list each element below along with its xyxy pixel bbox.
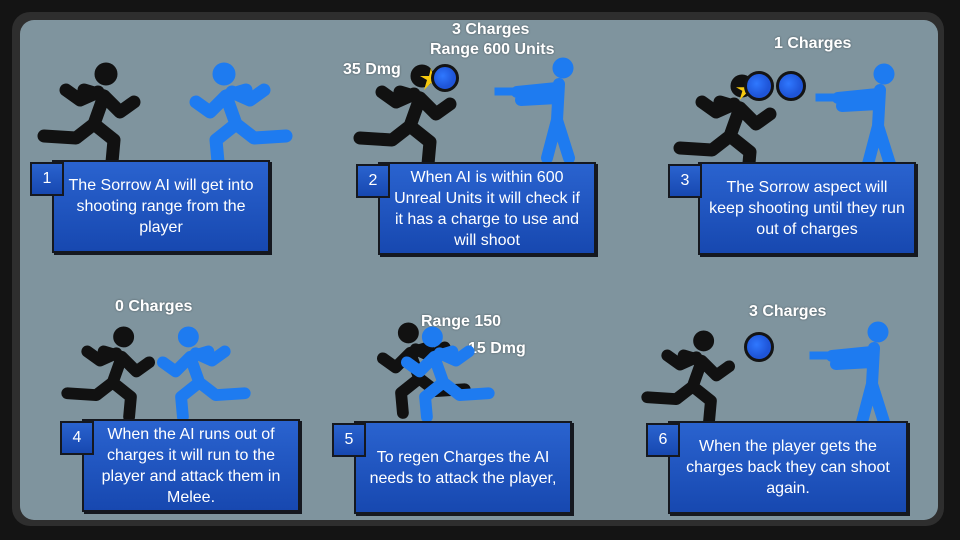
step-5-text: To regen Charges the AI needs to attack … bbox=[369, 448, 557, 487]
step-3-number-label: 3 bbox=[680, 172, 690, 189]
charge-orb-3 bbox=[776, 71, 806, 101]
step-4-box: When the AI runs out of charges it will … bbox=[82, 419, 300, 512]
step-6-box: When the player gets the charges back th… bbox=[668, 421, 908, 514]
step-2-text: When AI is within 600 Unreal Units it wi… bbox=[394, 168, 580, 249]
p2-charges-label: 3 Charges bbox=[452, 21, 530, 38]
p4-charges-label: 0 Charges bbox=[115, 298, 193, 315]
p3-charges-label: 1 Charges bbox=[774, 35, 852, 52]
step-2-box: When AI is within 600 Unreal Units it wi… bbox=[378, 162, 596, 255]
ai-figure-shooting-3 bbox=[812, 322, 912, 422]
step-5-number: 5 bbox=[332, 423, 366, 457]
ai-figure-running bbox=[184, 62, 294, 172]
step-6-number: 6 bbox=[646, 423, 680, 457]
step-4-text: When the AI runs out of charges it will … bbox=[101, 425, 281, 506]
p5-range-label: Range 150 bbox=[421, 313, 502, 330]
step-4-number-label: 4 bbox=[72, 429, 82, 446]
player-figure-running bbox=[36, 62, 146, 172]
step-3-text: The Sorrow aspect will keep shooting unt… bbox=[709, 179, 905, 238]
ai-figure-shooting-2 bbox=[818, 64, 918, 164]
charge-orb-2 bbox=[744, 71, 774, 101]
p6-charges-label: 3 Charges bbox=[749, 303, 827, 320]
step-2-number-label: 2 bbox=[368, 172, 378, 189]
ai-figure-shooting bbox=[497, 58, 597, 158]
step-2-number: 2 bbox=[356, 164, 390, 198]
ai-figure-chasing bbox=[152, 326, 252, 426]
step-1-box: The Sorrow AI will get into shooting ran… bbox=[52, 160, 270, 253]
p2-range-label: Range 600 Units bbox=[430, 41, 555, 58]
step-3-number: 3 bbox=[668, 164, 702, 198]
charge-orb-4 bbox=[744, 332, 774, 362]
step-1-number-label: 1 bbox=[42, 170, 52, 187]
step-6-number-label: 6 bbox=[658, 431, 668, 448]
step-6-text: When the player gets the charges back th… bbox=[686, 438, 890, 497]
step-4-number: 4 bbox=[60, 421, 94, 455]
step-1-text: The Sorrow AI will get into shooting ran… bbox=[68, 177, 254, 236]
player-figure-running-3 bbox=[640, 330, 740, 430]
charge-orb bbox=[431, 64, 459, 92]
step-1-number: 1 bbox=[30, 162, 64, 196]
p5-damage-label: 15 Dmg bbox=[468, 340, 526, 357]
ai-figure-melee bbox=[396, 326, 496, 426]
step-5-box: To regen Charges the AI needs to attack … bbox=[354, 421, 572, 514]
step-3-box: The Sorrow aspect will keep shooting unt… bbox=[698, 162, 916, 255]
player-figure-running-2 bbox=[60, 326, 160, 426]
p2-damage-label: 35 Dmg bbox=[343, 61, 401, 78]
step-5-number-label: 5 bbox=[344, 431, 354, 448]
